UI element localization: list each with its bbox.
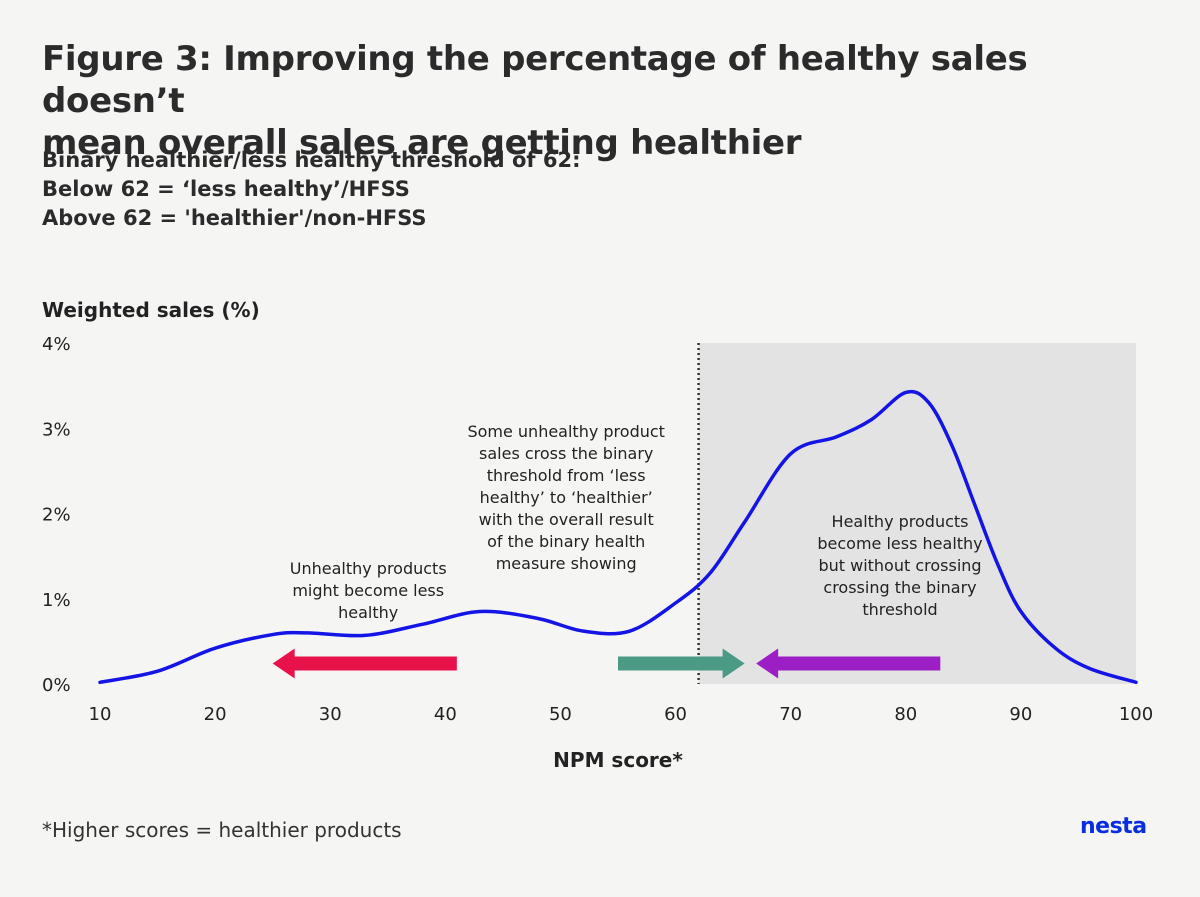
x-tick-label: 100 xyxy=(1119,704,1153,725)
x-tick-label: 90 xyxy=(1009,704,1032,725)
annotation-text-line: sales cross the binary xyxy=(479,444,653,463)
annotation-text-line: Some unhealthy product xyxy=(467,422,664,441)
x-tick-label: 60 xyxy=(664,704,687,725)
x-tick-label: 10 xyxy=(89,704,112,725)
x-axis-label: NPM score* xyxy=(553,748,683,772)
healthier-region-shade xyxy=(698,343,1136,684)
x-tick-label: 50 xyxy=(549,704,572,725)
annotation-text-line: threshold xyxy=(862,600,937,619)
annotation-text-line: threshold from ‘less xyxy=(487,466,646,485)
annotation-text-line: healthy’ to ‘healthier’ xyxy=(480,488,653,507)
subtitle-line-2: Below 62 = ‘less healthy’/HFSS xyxy=(42,177,410,201)
annotation-text-line: might become less xyxy=(292,581,444,600)
y-tick-label: 3% xyxy=(42,419,71,440)
y-tick-label: 0% xyxy=(42,675,71,696)
annotation-text-line: of the binary health xyxy=(487,532,645,551)
annotation-text-line: with the overall result xyxy=(479,510,654,529)
y-axis-label: Weighted sales (%) xyxy=(42,298,260,322)
annotation-text-line: become less healthy xyxy=(817,534,982,553)
y-tick-label: 1% xyxy=(42,590,71,611)
unhealthy-arrow xyxy=(272,648,457,679)
annotation-text-line: Unhealthy products xyxy=(290,559,447,578)
annotation-text-line: crossing the binary xyxy=(823,578,976,597)
subtitle: Binary healthier/less healthy threshold … xyxy=(42,146,842,233)
title-line-1: Figure 3: Improving the percentage of he… xyxy=(42,39,1028,121)
annotation-text-line: healthy xyxy=(338,603,398,622)
annotation-text-line: Healthy products xyxy=(832,512,969,531)
annotation-text-line: measure showing xyxy=(496,554,637,573)
x-tick-label: 40 xyxy=(434,704,457,725)
footnote: *Higher scores = healthier products xyxy=(42,818,402,842)
sales-density-curve xyxy=(98,389,1138,685)
y-tick-label: 2% xyxy=(42,505,71,526)
page-title: Figure 3: Improving the percentage of he… xyxy=(42,38,1162,164)
subtitle-line-1: Binary healthier/less healthy threshold … xyxy=(42,148,581,172)
healthy-arrow xyxy=(756,648,941,679)
crossing-arrow xyxy=(618,648,745,679)
x-tick-label: 80 xyxy=(894,704,917,725)
x-tick-label: 30 xyxy=(319,704,342,725)
nesta-logo: nesta xyxy=(1080,814,1147,839)
annotation-text-line: but without crossing xyxy=(818,556,981,575)
y-tick-label: 4% xyxy=(42,334,71,355)
x-tick-label: 70 xyxy=(779,704,802,725)
title-line-2: mean overall sales are getting healthier xyxy=(42,123,802,163)
x-tick-label: 20 xyxy=(204,704,227,725)
subtitle-line-3: Above 62 = 'healthier'/non-HFSS xyxy=(42,206,427,230)
